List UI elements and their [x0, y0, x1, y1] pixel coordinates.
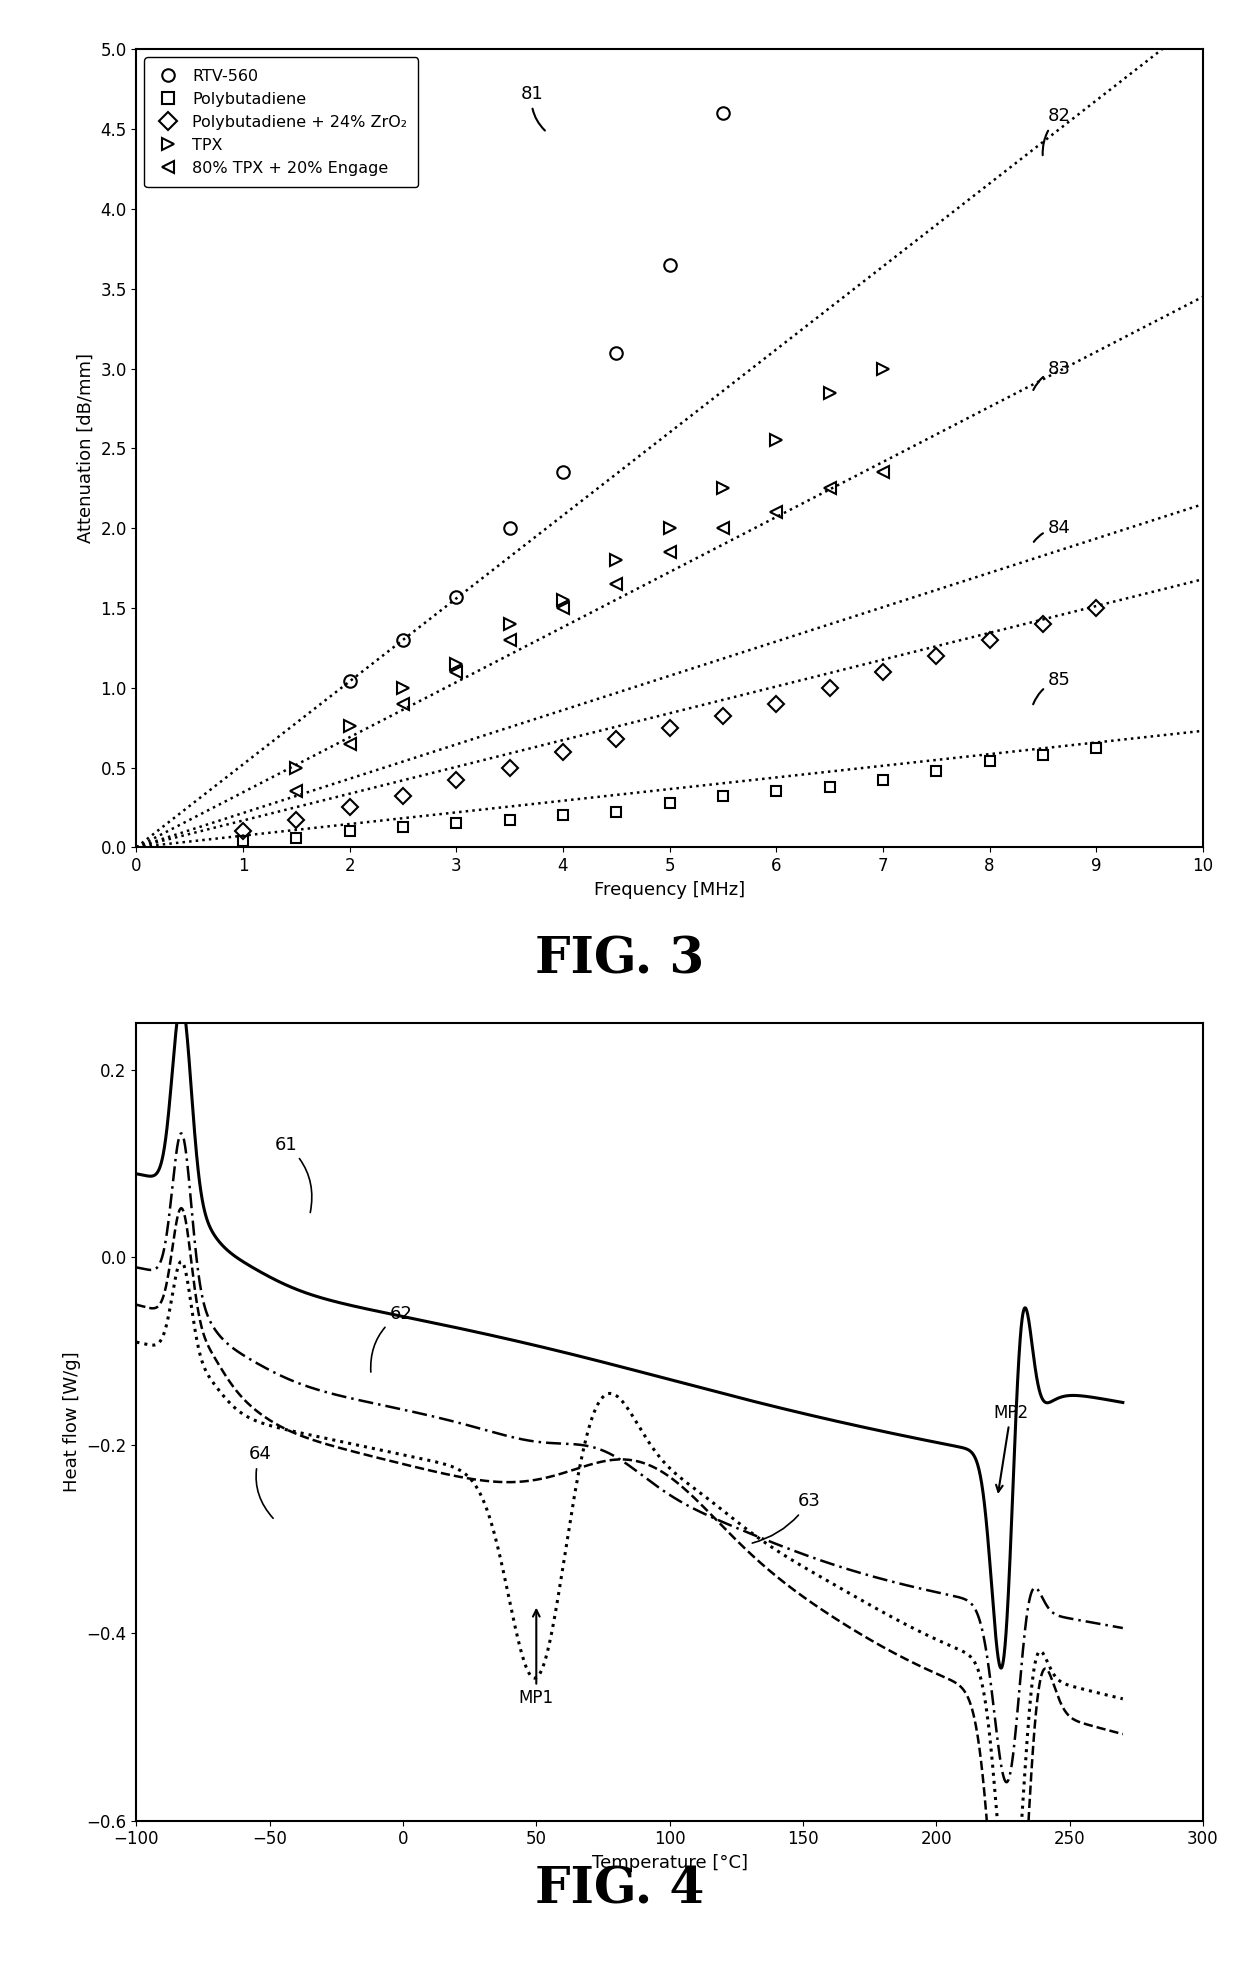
Text: 85: 85 [1033, 671, 1071, 705]
X-axis label: Frequency [MHz]: Frequency [MHz] [594, 881, 745, 898]
Text: MP1: MP1 [518, 1609, 554, 1708]
Text: 84: 84 [1034, 518, 1071, 542]
Text: FIG. 3: FIG. 3 [536, 936, 704, 984]
Y-axis label: Attenuation [dB/mm]: Attenuation [dB/mm] [77, 354, 94, 544]
Legend: RTV-560, Polybutadiene, Polybutadiene + 24% ZrO₂, TPX, 80% TPX + 20% Engage: RTV-560, Polybutadiene, Polybutadiene + … [144, 57, 418, 186]
Text: 64: 64 [248, 1445, 273, 1518]
X-axis label: Temperature [°C]: Temperature [°C] [591, 1854, 748, 1872]
Text: 62: 62 [371, 1304, 413, 1371]
Y-axis label: Heat flow [W/g]: Heat flow [W/g] [63, 1352, 81, 1492]
Text: 63: 63 [753, 1492, 821, 1544]
Text: 61: 61 [275, 1136, 311, 1213]
Text: 81: 81 [521, 85, 544, 131]
Text: 83: 83 [1033, 360, 1071, 390]
Text: 82: 82 [1043, 107, 1071, 154]
Text: FIG. 4: FIG. 4 [536, 1866, 704, 1914]
Text: MP2: MP2 [993, 1403, 1028, 1492]
